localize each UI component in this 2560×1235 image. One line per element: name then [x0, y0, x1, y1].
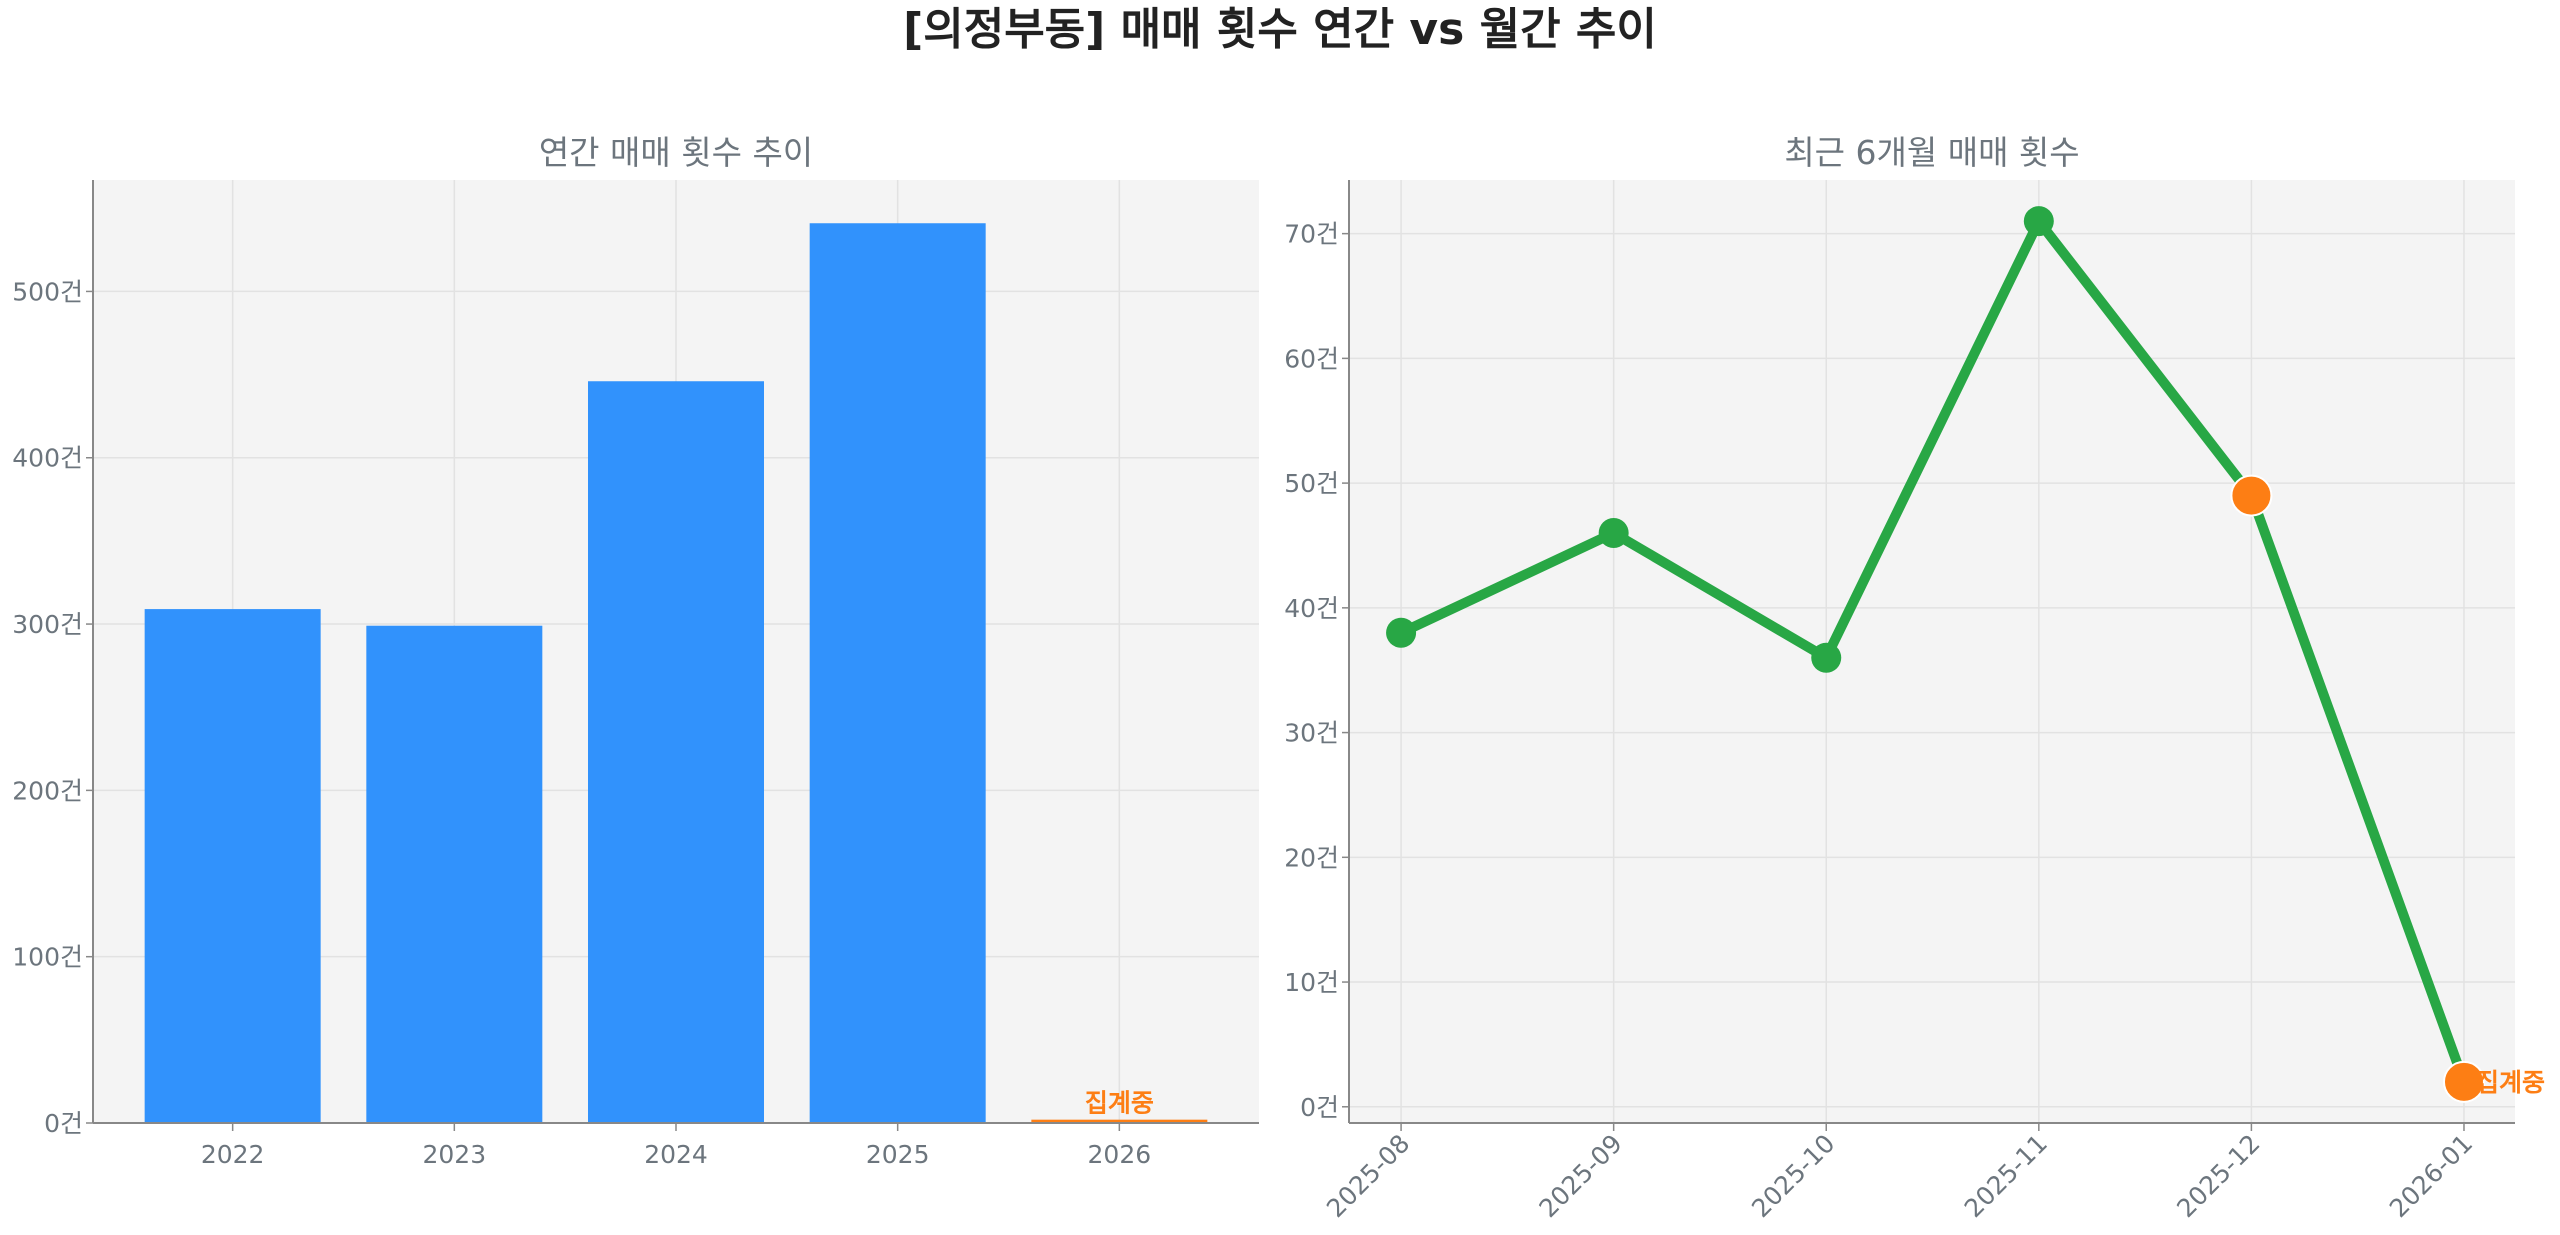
- x-tick-label: 2025-08: [1321, 1129, 1415, 1223]
- x-tick-label: 2025-09: [1534, 1129, 1628, 1223]
- x-tick-label: 2023: [423, 1140, 487, 1169]
- data-point-2025-10: [1811, 642, 1842, 673]
- data-point-2026-01: [2442, 1060, 2485, 1103]
- y-tick-label: 500건: [12, 277, 83, 306]
- x-tick-label: 2025-10: [1746, 1129, 1840, 1223]
- plot-area: [1349, 180, 2515, 1123]
- x-tick-label: 2025-11: [1959, 1129, 2053, 1223]
- data-point-2025-12: [2230, 474, 2273, 517]
- y-tick-label: 40건: [1284, 594, 1339, 623]
- y-tick-label: 60건: [1284, 344, 1339, 373]
- y-tick-label: 70건: [1284, 220, 1339, 249]
- y-tick-label: 50건: [1284, 469, 1339, 498]
- series-line: [1398, 216, 2469, 1084]
- y-tick-label: 20건: [1284, 843, 1339, 872]
- x-tick-label: 2026-01: [2384, 1129, 2478, 1223]
- data-point-2025-11: [2023, 206, 2054, 237]
- bar-2025: [809, 223, 986, 1123]
- data-point-2025-08: [1386, 617, 1417, 648]
- y-tick-label: 10건: [1284, 968, 1339, 997]
- data-point-2025-09: [1598, 518, 1629, 549]
- y-tick-label: 0건: [44, 1109, 83, 1138]
- chart-title: 연간 매매 횟수 추이: [539, 133, 813, 172]
- x-tick-label: 2024: [644, 1140, 708, 1169]
- annotation-in-progress: 집계중: [1085, 1089, 1154, 1118]
- y-tick-label: 30건: [1284, 719, 1339, 748]
- annual-bar-chart: 연간 매매 횟수 추이 0건 100건 200건 300건 400건 500건 2022 202…: [12, 133, 1259, 1169]
- x-tick-label: 2025-12: [2171, 1129, 2265, 1223]
- x-tick-label: 2025: [866, 1140, 930, 1169]
- y-tick-label: 300건: [12, 610, 83, 639]
- y-tick-label: 100건: [12, 943, 83, 972]
- bar-2024: [588, 381, 764, 1123]
- bar-2023: [366, 625, 543, 1123]
- y-tick-label: 0건: [1300, 1093, 1339, 1122]
- monthly-line-chart: 최근 6개월 매매 횟수 0건 10건 20건 30건 40건 50건 60건 70건 2025-…: [1284, 133, 2545, 1223]
- x-tick-label: 2022: [201, 1140, 265, 1169]
- chart-title: 최근 6개월 매매 횟수: [1784, 133, 2079, 172]
- bar-2026: [1031, 1119, 1208, 1123]
- annotation-in-progress: 집계중: [2476, 1068, 2545, 1097]
- figure-title: [의정부동] 매매 횟수 연간 vs 월간 추이: [903, 4, 1657, 55]
- y-tick-label: 200건: [12, 776, 83, 805]
- y-tick-label: 400건: [12, 444, 83, 473]
- x-tick-label: 2026: [1088, 1140, 1152, 1169]
- bar-2022: [144, 609, 321, 1123]
